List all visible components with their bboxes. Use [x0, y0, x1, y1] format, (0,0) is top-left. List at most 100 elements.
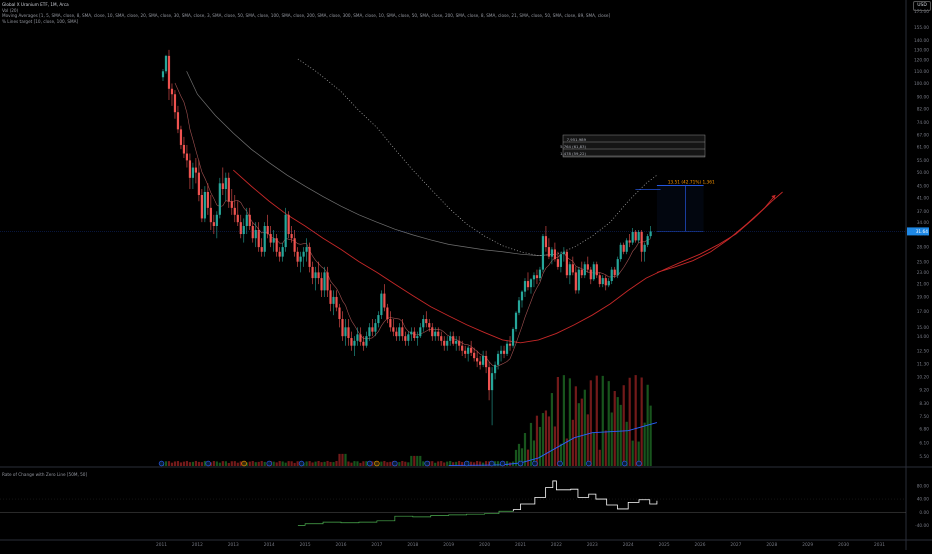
candle-body — [335, 296, 338, 308]
dividend-marker — [557, 460, 563, 467]
oscillator-title[interactable]: Rate of Change with Zero Line [50M, 50] — [2, 472, 88, 477]
y-tick-label: 6.80 — [919, 427, 929, 433]
volume-bar — [601, 375, 604, 466]
candle-body — [296, 251, 299, 262]
dividend-marker — [499, 460, 506, 467]
candle-body — [248, 214, 251, 226]
candle-body — [380, 293, 383, 316]
candle-body — [425, 319, 428, 324]
x-tick-label: 2024 — [623, 542, 634, 548]
dividend-marker — [392, 460, 398, 467]
candle-body — [383, 293, 386, 308]
candle-body — [290, 234, 293, 239]
volume-bar — [239, 461, 242, 466]
candle-body — [353, 340, 356, 346]
legend-moving-averages[interactable]: Moving Averages [1, 5, SMA, close, 8, SM… — [2, 13, 611, 19]
volume-bar — [550, 393, 554, 466]
volume-bar — [347, 461, 350, 466]
candle-body — [604, 278, 607, 286]
symbol-title[interactable]: Global X Uranium ETF, 1M, Arca — [2, 2, 69, 7]
candle-body — [305, 247, 308, 252]
volume-bar — [326, 460, 329, 466]
y-tick-label: 140.00 — [914, 38, 929, 44]
volume-bar — [248, 461, 251, 466]
volume-bar — [544, 410, 548, 466]
volume-bar — [344, 453, 347, 466]
volume-bar — [589, 380, 592, 466]
volume-bar — [535, 415, 539, 466]
projection-curve — [656, 194, 776, 273]
volume-bar — [224, 461, 227, 466]
legend-percent-lines[interactable]: % Lines target [10, close, 100, SMA] — [2, 18, 79, 24]
volume-bar — [538, 426, 542, 466]
candle-body — [359, 334, 362, 342]
volume-bar — [541, 413, 545, 466]
candle-body — [377, 315, 380, 324]
candle-body — [254, 229, 257, 239]
volume-bar — [332, 462, 335, 466]
y-tick-label: 23.00 — [917, 270, 930, 276]
volume-bar — [556, 376, 559, 466]
volume-bar — [179, 462, 183, 466]
volume-bar — [568, 378, 571, 466]
volume-bar — [215, 461, 218, 466]
currency-badge[interactable]: USD — [913, 1, 931, 11]
candle-body — [538, 269, 542, 279]
y-tick-label: 7.50 — [919, 414, 929, 420]
volume-bar — [559, 443, 562, 466]
candle-body — [616, 259, 619, 276]
y-tick-label: 155.00 — [914, 25, 929, 31]
candle-body — [586, 264, 589, 270]
candle-body — [182, 144, 186, 154]
y-tick-label: 120.00 — [914, 58, 929, 64]
candle-body — [173, 94, 177, 113]
volume-bar — [200, 462, 203, 466]
candle-body — [320, 278, 323, 291]
roc-line-white — [512, 480, 658, 512]
volume-bar — [586, 414, 589, 466]
roc-y-tick-label: 0.00 — [919, 510, 929, 516]
info-box-row: 7,951.989 — [567, 137, 587, 142]
volume-bar — [221, 461, 224, 466]
candle-body — [389, 319, 392, 328]
volume-bar — [437, 461, 440, 466]
dividend-marker — [489, 460, 495, 467]
x-tick-label: 2022 — [551, 542, 562, 548]
y-tick-label: 19.00 — [917, 295, 930, 301]
y-tick-label: 130.00 — [914, 47, 929, 53]
candle-body — [610, 269, 613, 282]
volume-bar — [257, 461, 260, 466]
y-tick-label: 82.00 — [917, 107, 930, 113]
candle-body — [191, 167, 195, 178]
legend-volume[interactable]: Vol (20) — [2, 7, 19, 13]
y-tick-label: 8.30 — [919, 401, 929, 407]
candle-body — [203, 191, 206, 219]
y-tick-label: 41.00 — [917, 196, 930, 202]
candle-body — [464, 350, 467, 354]
candle-body — [592, 264, 595, 280]
volume-bar — [254, 462, 257, 466]
candle-body — [431, 327, 434, 337]
volume-bar — [440, 461, 443, 466]
moving-average-gray — [186, 71, 557, 256]
volume-bar — [410, 455, 413, 466]
candle-body — [197, 172, 200, 196]
candle-body — [308, 247, 311, 267]
volume-bar — [350, 462, 353, 466]
volume-bar — [407, 462, 410, 466]
volume-bar — [227, 462, 230, 466]
candle-body — [266, 225, 269, 235]
y-tick-label: 21.00 — [917, 282, 930, 288]
candle-body — [482, 355, 485, 365]
candle-body — [317, 272, 320, 279]
candle-body — [404, 336, 407, 341]
candle-body — [502, 350, 506, 354]
y-tick-label: 37.00 — [917, 209, 930, 215]
volume-bar — [619, 404, 622, 466]
volume-bar — [640, 377, 643, 466]
x-tick-label: 2016 — [336, 542, 347, 548]
dividend-marker — [298, 460, 305, 467]
moving-average-red — [232, 169, 783, 344]
